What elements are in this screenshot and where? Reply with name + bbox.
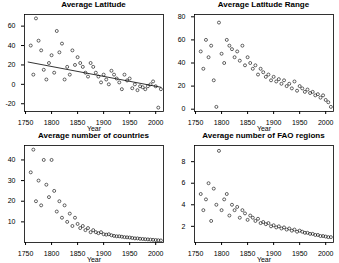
svg-text:1850: 1850 xyxy=(70,119,86,126)
svg-text:4: 4 xyxy=(182,201,186,208)
svg-text:0: 0 xyxy=(182,105,186,112)
svg-text:1950: 1950 xyxy=(122,119,138,126)
svg-text:1750: 1750 xyxy=(188,250,204,257)
svg-text:1750: 1750 xyxy=(18,119,34,126)
svg-text:2000: 2000 xyxy=(318,119,334,126)
svg-text:1800: 1800 xyxy=(44,250,60,257)
html-text:Average number of countries: Average number of countries xyxy=(38,131,149,140)
svg-text:20: 20 xyxy=(178,82,186,89)
svg-text:60: 60 xyxy=(8,22,16,29)
svg-text:40: 40 xyxy=(178,59,186,66)
svg-text:20: 20 xyxy=(8,61,16,68)
svg-text:8: 8 xyxy=(182,158,186,165)
svg-text:1900: 1900 xyxy=(265,119,282,127)
svg-text:1800: 1800 xyxy=(214,119,230,126)
svg-text:40: 40 xyxy=(8,156,16,163)
svg-text:10: 10 xyxy=(8,218,16,225)
svg-text:80: 80 xyxy=(178,13,186,20)
svg-text:2000: 2000 xyxy=(148,119,164,126)
html-text:Average number of FAO regions: Average number of FAO regions xyxy=(202,131,325,140)
svg-text:-20: -20 xyxy=(5,100,15,107)
svg-text:30: 30 xyxy=(8,177,16,184)
svg-text:1800: 1800 xyxy=(214,250,230,257)
svg-text:1800: 1800 xyxy=(44,119,60,126)
svg-text:2000: 2000 xyxy=(318,250,334,257)
svg-text:1900: 1900 xyxy=(265,250,282,258)
svg-text:1850: 1850 xyxy=(70,250,86,257)
svg-text:60: 60 xyxy=(178,36,186,43)
svg-text:1950: 1950 xyxy=(292,119,308,126)
html-text:Average Latitude: Average Latitude xyxy=(61,0,126,9)
svg-text:1850: 1850 xyxy=(240,250,256,257)
svg-text:40: 40 xyxy=(8,42,16,49)
svg-text:Year: Year xyxy=(257,125,272,132)
svg-text:1950: 1950 xyxy=(122,250,138,257)
svg-text:Year: Year xyxy=(87,256,102,263)
svg-text:20: 20 xyxy=(8,197,16,204)
svg-text:6: 6 xyxy=(182,179,186,186)
svg-text:2: 2 xyxy=(182,223,186,230)
svg-text:Year: Year xyxy=(87,125,102,132)
svg-text:1900: 1900 xyxy=(95,250,112,258)
html-text:Average Latitude Range: Average Latitude Range xyxy=(217,0,310,9)
svg-text:1950: 1950 xyxy=(292,250,308,257)
svg-text:1900: 1900 xyxy=(95,119,112,127)
svg-text:1750: 1750 xyxy=(188,119,204,126)
svg-text:1750: 1750 xyxy=(18,250,34,257)
svg-text:2000: 2000 xyxy=(148,250,164,257)
svg-text:Year: Year xyxy=(257,256,272,263)
svg-text:0: 0 xyxy=(12,81,16,88)
svg-text:1850: 1850 xyxy=(240,119,256,126)
